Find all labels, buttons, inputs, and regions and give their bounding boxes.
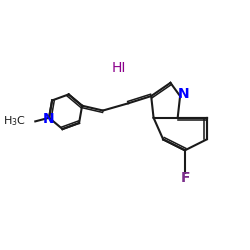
Text: F: F <box>181 170 190 184</box>
Text: N: N <box>178 87 189 101</box>
Text: N: N <box>42 112 54 126</box>
Text: H$_3$C: H$_3$C <box>3 114 26 128</box>
Text: HI: HI <box>112 61 126 75</box>
